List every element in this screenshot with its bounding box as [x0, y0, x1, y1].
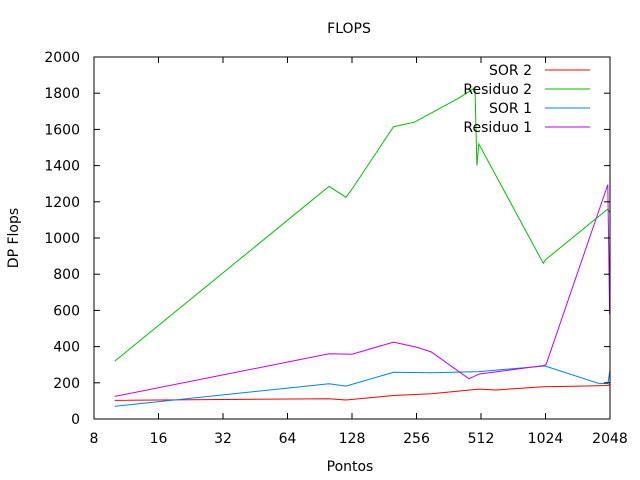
y-tick-label: 1600 — [44, 122, 80, 138]
y-tick-label: 800 — [53, 267, 80, 283]
y-tick-label: 1000 — [44, 231, 80, 247]
series-line-residuo-1 — [114, 184, 611, 397]
y-tick-label: 400 — [53, 340, 80, 356]
x-tick-label: 1024 — [528, 431, 564, 447]
x-tick-label: 16 — [150, 431, 168, 447]
y-tick-label: 600 — [53, 303, 80, 319]
y-tick-label: 200 — [53, 376, 80, 392]
x-tick-label: 32 — [214, 431, 232, 447]
legend-label: SOR 2 — [489, 63, 532, 79]
x-tick-label: 512 — [468, 431, 495, 447]
x-tick-label: 8 — [90, 431, 99, 447]
x-tick-label: 64 — [279, 431, 297, 447]
x-tick-label: 256 — [403, 431, 430, 447]
y-tick-label: 0 — [71, 412, 80, 428]
series-line-sor-2 — [114, 384, 611, 401]
legend-label: Residuo 2 — [463, 82, 532, 98]
series-line-sor-1 — [114, 365, 611, 407]
y-tick-label: 1800 — [44, 86, 80, 102]
legend-label: Residuo 1 — [463, 120, 532, 136]
plot-frame — [93, 56, 611, 420]
y-tick-label: 2000 — [44, 50, 80, 66]
y-tick-label: 1400 — [44, 159, 80, 175]
x-axis-label: Pontos — [327, 459, 374, 475]
series-layer — [114, 86, 611, 407]
legend-label: SOR 1 — [489, 101, 532, 117]
x-tick-label: 128 — [339, 431, 366, 447]
chart-title: FLOPS — [327, 21, 371, 37]
legend: SOR 2 Residuo 2 SOR 1 Residuo 1 — [463, 63, 590, 136]
ticks-layer: 8 16 32 64 128 256 512 1024 2048 0 200 400 600 800 100… — [44, 50, 627, 447]
y-axis-label: DP Flops — [6, 208, 22, 268]
series-line-residuo-2 — [114, 86, 611, 362]
y-tick-label: 1200 — [44, 195, 80, 211]
x-tick-label: 2048 — [592, 431, 628, 447]
